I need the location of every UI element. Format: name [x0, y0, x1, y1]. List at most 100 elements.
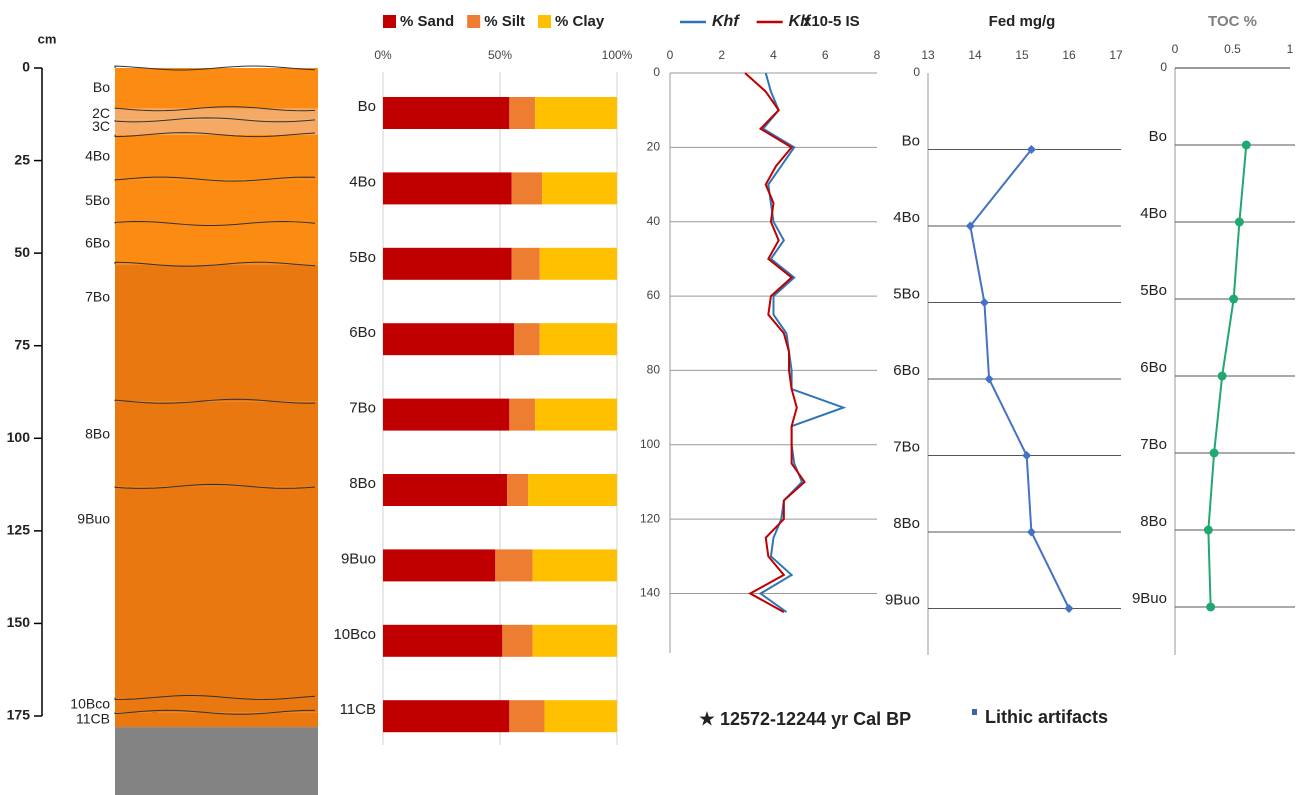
point: [1022, 451, 1032, 460]
y-tick-label: 8Bo: [1140, 513, 1167, 530]
y-tick-label: 5Bo: [1140, 282, 1167, 299]
horizon: [115, 712, 318, 728]
bar-segment: [509, 398, 536, 431]
horizon: [115, 697, 318, 713]
point: [1203, 525, 1213, 535]
bar-segment: [528, 474, 617, 506]
y-tick-label: 4Bo: [349, 173, 376, 190]
legend-label: Klf: [789, 13, 812, 30]
legend-swatch: [538, 15, 552, 28]
horizon: [115, 134, 318, 180]
x-tick-label: 6: [822, 48, 829, 62]
x-tick-label: 0: [667, 48, 674, 62]
y-tick-label: 5Bo: [893, 285, 920, 302]
horizon-label: Bo: [93, 79, 110, 95]
bar-segment: [383, 474, 508, 506]
series-line: [744, 72, 806, 613]
x-tick-label: 14: [968, 48, 982, 62]
y-tick-label: 140: [640, 586, 660, 600]
bar-segment: [383, 549, 496, 582]
point: [1209, 448, 1219, 458]
bar-segment: [532, 549, 617, 582]
bar-segment: [383, 398, 510, 431]
y-tick-label: 80: [647, 363, 661, 377]
point: [1206, 602, 1216, 612]
y-tick-label: 9Buo: [1132, 590, 1167, 607]
bar-segment: [539, 247, 617, 280]
horizon-boundary: [114, 176, 316, 182]
horizon-label: 2C: [92, 105, 110, 121]
y-tick-label: 25: [14, 151, 30, 167]
x-tick-label: 0%: [374, 48, 392, 62]
y-tick-label: 120: [640, 511, 660, 525]
y-tick-label: 4Bo: [893, 209, 920, 226]
legend-label: Khf: [712, 13, 740, 30]
point: [1026, 527, 1036, 537]
point: [1234, 217, 1244, 227]
bar-segment: [383, 700, 510, 733]
bar-segment: [507, 474, 529, 506]
y-tick-label: 5Bo: [349, 249, 376, 266]
bar-segment: [383, 247, 512, 280]
horizon-label: 3C: [92, 118, 110, 134]
horizon-boundary: [114, 483, 316, 489]
x-tick-label: 50%: [488, 48, 512, 62]
horizon-boundary: [114, 106, 316, 112]
y-tick-label: Bo: [902, 132, 920, 149]
y-tick-label: 7Bo: [893, 438, 920, 455]
horizon: [115, 486, 318, 698]
legend-unit: x10-5 IS: [803, 13, 860, 30]
y-tick-label: 0: [22, 59, 30, 75]
point: [1229, 294, 1239, 304]
bedrock: [115, 727, 318, 795]
x-tick-label: 2: [718, 48, 725, 62]
y-tick-label: 4Bo: [1140, 205, 1167, 222]
bar-segment: [535, 398, 617, 431]
bar-segment: [495, 549, 533, 582]
y-tick-label: 10Bco: [333, 626, 376, 643]
y-tick-label: 9Buo: [341, 550, 376, 567]
y-tick-label: 9Buo: [885, 591, 920, 608]
horizon-boundary: [114, 117, 316, 123]
bar-segment: [532, 624, 617, 657]
artifact-symbol: [972, 709, 977, 715]
y-tick-label: 6Bo: [893, 362, 920, 379]
x-tick-label: 100%: [602, 48, 633, 62]
x-tick-label: 0.5: [1224, 42, 1241, 56]
y-tick-label: 11CB: [340, 701, 376, 718]
bar-segment: [535, 97, 617, 129]
y-tick-label: 60: [647, 288, 661, 302]
point: [979, 298, 989, 307]
point: [1241, 140, 1251, 150]
y-tick-label: 0: [913, 65, 920, 79]
y-tick-label: 8Bo: [893, 515, 920, 532]
bar-segment: [383, 97, 510, 129]
y-tick-label: 100: [640, 437, 660, 451]
y-tick-label: 40: [647, 214, 661, 228]
horizon-label: 7Bo: [85, 288, 110, 304]
x-tick-label: 8: [874, 48, 881, 62]
artifact-note: Lithic artifacts: [985, 707, 1108, 727]
horizon-label: 9Buo: [77, 510, 110, 526]
y-tick-label: 175: [7, 707, 31, 723]
horizon: [115, 264, 318, 402]
horizon: [115, 68, 318, 109]
horizon-boundary: [114, 695, 316, 700]
chart-title: TOC %: [1208, 13, 1257, 30]
horizon: [115, 223, 318, 265]
horizon-boundary: [114, 221, 316, 226]
y-tick-label: 8Bo: [349, 475, 376, 492]
y-tick-label: 150: [7, 614, 31, 630]
y-tick-label: 125: [7, 522, 31, 538]
y-tick-label: 100: [7, 429, 31, 445]
legend-label: % Sand: [400, 13, 454, 30]
bar-segment: [383, 624, 503, 657]
date-note: 12572-12244 yr Cal BP: [720, 709, 911, 729]
y-tick-label: 20: [647, 140, 661, 154]
bar-segment: [514, 323, 540, 356]
horizon-label: 6Bo: [85, 235, 110, 251]
bar-segment: [383, 172, 512, 205]
horizon-boundary: [114, 65, 316, 71]
bar-segment: [509, 97, 536, 129]
